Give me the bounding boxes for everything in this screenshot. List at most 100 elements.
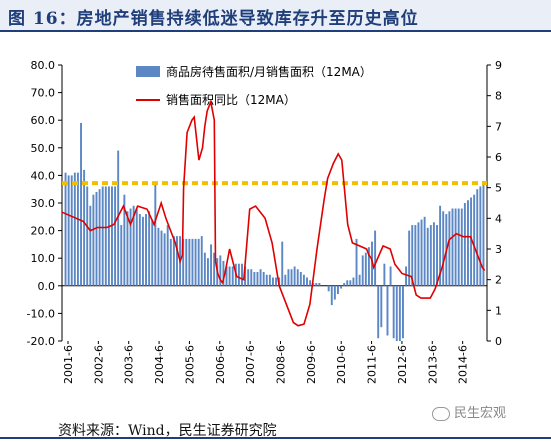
bar bbox=[346, 280, 349, 286]
bar bbox=[123, 194, 126, 286]
bar bbox=[104, 186, 107, 286]
bar bbox=[423, 216, 426, 286]
source-note: 资料来源：Wind，民生证券研究院 bbox=[58, 423, 277, 439]
bar bbox=[383, 263, 386, 286]
bar bbox=[73, 172, 76, 286]
left-tick-label: 10.0 bbox=[31, 252, 56, 265]
bar bbox=[451, 208, 454, 286]
right-tick-label: 0 bbox=[495, 335, 502, 348]
bar bbox=[98, 189, 101, 286]
bar bbox=[482, 180, 485, 286]
right-tick-label: 4 bbox=[495, 212, 502, 225]
bar bbox=[284, 274, 287, 286]
bar bbox=[309, 280, 312, 286]
bar bbox=[467, 200, 469, 286]
bar bbox=[327, 285, 330, 292]
bar bbox=[206, 258, 209, 286]
bar bbox=[426, 227, 429, 286]
figure-title: 图 16：房地产销售持续低迷导致库存升至历史高位 bbox=[8, 9, 419, 29]
bar bbox=[479, 186, 482, 286]
bar bbox=[256, 272, 259, 286]
bar bbox=[228, 266, 231, 286]
bar bbox=[414, 225, 417, 286]
bar bbox=[364, 252, 367, 286]
bar bbox=[253, 272, 256, 286]
bar bbox=[389, 266, 392, 286]
bar bbox=[281, 241, 284, 286]
left-tick-label: 60.0 bbox=[31, 114, 56, 127]
bar bbox=[86, 186, 89, 286]
bar bbox=[135, 208, 138, 286]
bar bbox=[160, 230, 163, 286]
bar bbox=[129, 208, 132, 286]
legend-line-label: 销售面积同比（12MA） bbox=[166, 92, 296, 107]
bar bbox=[470, 197, 473, 286]
bar bbox=[374, 230, 377, 286]
wechat-icon bbox=[432, 406, 450, 421]
bar bbox=[333, 285, 336, 300]
bar bbox=[290, 269, 293, 286]
x-tick-label: 2004-6 bbox=[153, 345, 166, 384]
bar bbox=[141, 216, 144, 286]
bar bbox=[265, 274, 268, 286]
bar bbox=[101, 186, 104, 286]
bar bbox=[132, 205, 135, 286]
bar bbox=[420, 219, 423, 286]
bar bbox=[293, 266, 296, 286]
bar bbox=[67, 175, 70, 286]
bar bbox=[231, 266, 234, 286]
right-tick-label: 9 bbox=[495, 59, 502, 72]
left-tick-label: 20.0 bbox=[31, 225, 56, 238]
x-tick-label: 2011-6 bbox=[366, 345, 379, 384]
bar bbox=[386, 285, 389, 336]
bar bbox=[352, 277, 355, 286]
bar bbox=[343, 283, 346, 286]
bar bbox=[454, 208, 457, 286]
title-divider bbox=[0, 30, 551, 32]
right-tick-label: 3 bbox=[495, 243, 502, 256]
chart: -20.0 -10.0 0.0 10.0 20.0 30.0 40.0 50.0 60.0 70.… bbox=[27, 59, 502, 384]
bar bbox=[185, 238, 188, 286]
bar bbox=[80, 122, 82, 286]
bar bbox=[247, 269, 250, 286]
bar bbox=[460, 208, 463, 286]
figure-title-band: 图 16：房地产销售持续低迷导致库存升至历史高位 bbox=[0, 0, 551, 30]
x-tick-label: 2006-6 bbox=[214, 345, 227, 384]
left-tick-label: 70.0 bbox=[31, 87, 56, 100]
x-tick-label: 2008-6 bbox=[275, 345, 288, 384]
bar bbox=[176, 236, 178, 286]
right-tick-label: 2 bbox=[495, 274, 502, 287]
left-tick-label: 0.0 bbox=[38, 280, 56, 293]
bar bbox=[163, 233, 166, 286]
bar bbox=[151, 219, 154, 286]
line-series bbox=[61, 98, 486, 327]
x-tick-label: 2003-6 bbox=[123, 345, 136, 384]
x-tick-label: 2001-6 bbox=[62, 345, 75, 384]
bar bbox=[166, 225, 169, 286]
bar bbox=[222, 260, 225, 286]
bar bbox=[287, 269, 290, 286]
bar bbox=[89, 205, 92, 286]
bar bbox=[473, 194, 476, 286]
bar bbox=[296, 269, 299, 286]
bar bbox=[203, 252, 206, 286]
bar bbox=[448, 211, 451, 286]
right-tick-label: 7 bbox=[495, 120, 502, 133]
bar bbox=[340, 285, 343, 289]
bar bbox=[271, 277, 274, 286]
watermark-text: 民生宏观 bbox=[454, 406, 507, 421]
bar bbox=[194, 238, 197, 286]
bar bbox=[349, 280, 352, 286]
bar bbox=[64, 172, 67, 286]
right-tick-label: 6 bbox=[495, 151, 502, 164]
x-tick-label: 2002-6 bbox=[92, 345, 105, 384]
bar bbox=[299, 272, 302, 286]
bar bbox=[244, 266, 247, 286]
watermark: 民生宏观 bbox=[432, 402, 506, 421]
bar bbox=[241, 263, 243, 286]
bar bbox=[398, 285, 401, 341]
bar bbox=[111, 186, 113, 286]
bar bbox=[392, 285, 395, 339]
bar bbox=[114, 186, 117, 286]
bar bbox=[432, 222, 435, 286]
